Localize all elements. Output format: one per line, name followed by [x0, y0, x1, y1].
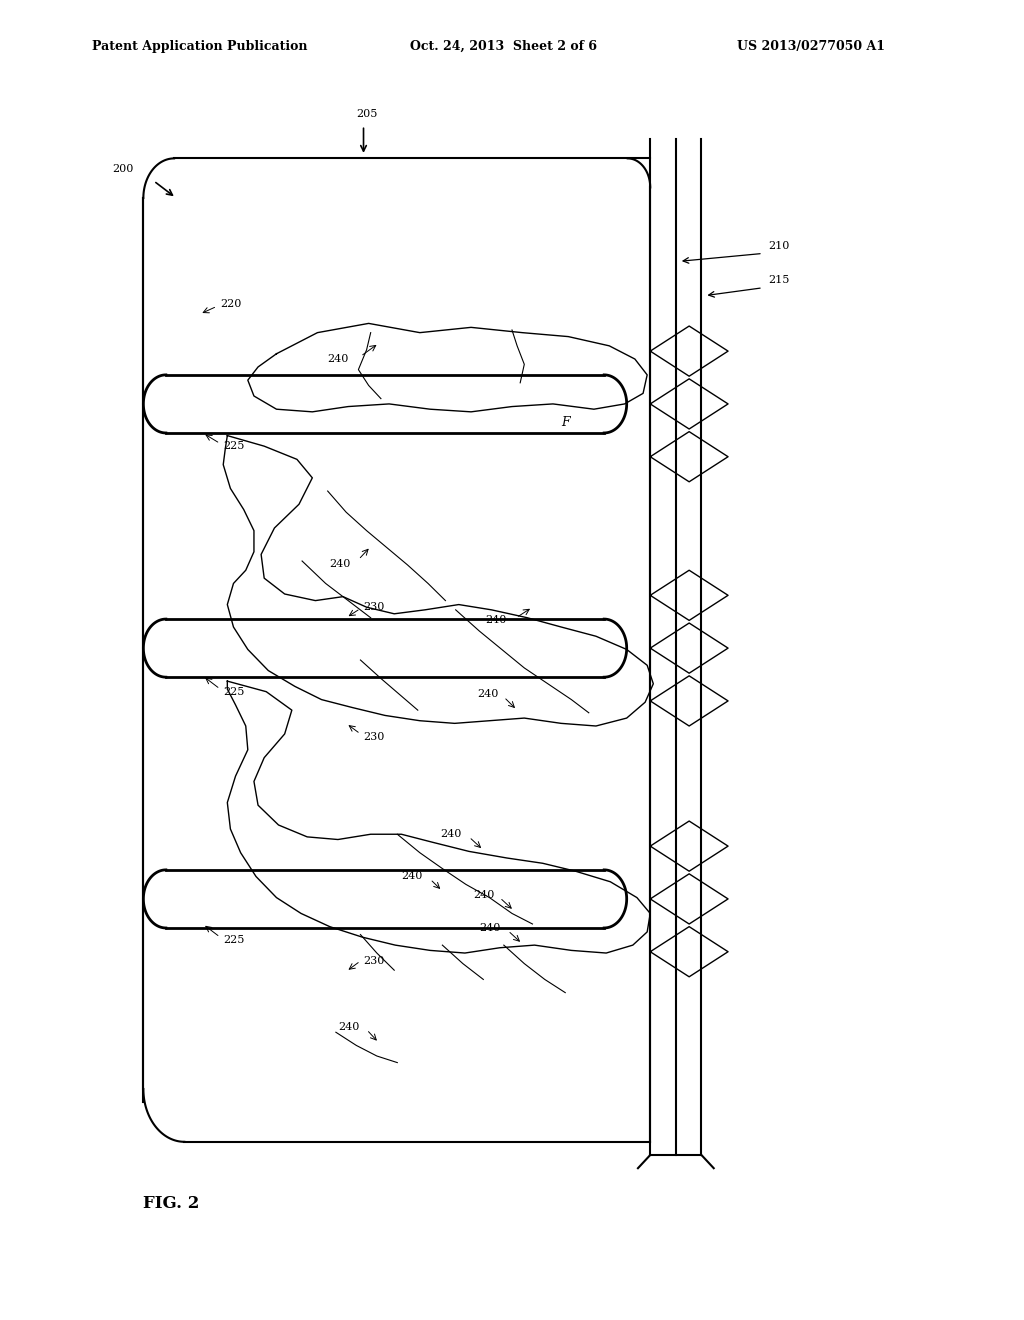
Text: 240: 240	[328, 354, 349, 364]
Text: 210: 210	[768, 240, 790, 251]
Text: 205: 205	[356, 108, 378, 119]
Text: 240: 240	[440, 829, 462, 840]
Text: 230: 230	[364, 956, 385, 966]
Text: 240: 240	[338, 1022, 359, 1032]
Text: Patent Application Publication: Patent Application Publication	[92, 40, 307, 53]
Text: 240: 240	[479, 923, 501, 933]
Text: 230: 230	[364, 731, 385, 742]
Text: 240: 240	[473, 890, 495, 900]
Text: 240: 240	[485, 615, 507, 626]
Text: 200: 200	[113, 164, 134, 174]
Text: 225: 225	[223, 441, 245, 451]
Text: 220: 220	[220, 298, 242, 309]
Text: 225: 225	[223, 686, 245, 697]
Text: 225: 225	[223, 935, 245, 945]
Text: 215: 215	[768, 275, 790, 285]
Text: 240: 240	[401, 871, 423, 882]
Text: F: F	[561, 416, 569, 429]
Text: Oct. 24, 2013  Sheet 2 of 6: Oct. 24, 2013 Sheet 2 of 6	[410, 40, 597, 53]
Text: 240: 240	[330, 558, 351, 569]
Text: FIG. 2: FIG. 2	[143, 1196, 200, 1212]
Text: 240: 240	[477, 689, 499, 700]
Text: US 2013/0277050 A1: US 2013/0277050 A1	[737, 40, 886, 53]
Text: 230: 230	[364, 602, 385, 612]
